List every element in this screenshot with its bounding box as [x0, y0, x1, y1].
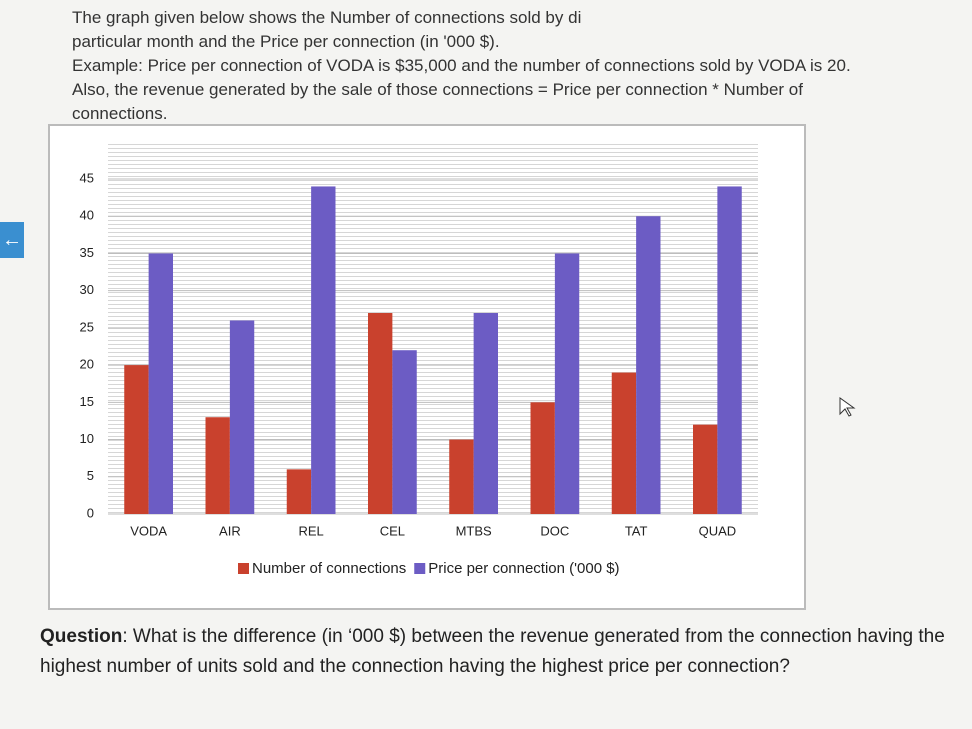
bar	[392, 350, 417, 514]
chart: 0 5 10 15 20 25 30 35 40 45 VODA AIR REL CEL MTBS DOC TA…	[48, 124, 806, 610]
x-tick-label: TAT	[625, 523, 648, 538]
intro: The graph given below shows the Number o…	[72, 6, 952, 126]
x-tick-label: AIR	[219, 523, 241, 538]
intro-line: Example: Price per connection of VODA is…	[72, 56, 851, 75]
bar	[148, 253, 173, 514]
bar	[229, 320, 255, 514]
x-tick-label: DOC	[540, 523, 569, 538]
x-tick-label: MTBS	[456, 523, 492, 538]
bar	[693, 424, 718, 514]
y-tick-label: 20	[80, 357, 94, 372]
bar	[368, 313, 393, 514]
y-tick-label: 40	[80, 208, 94, 223]
intro-line: connections.	[72, 104, 168, 123]
intro-line: The graph given below shows the Number o…	[72, 8, 582, 27]
y-tick-label: 35	[80, 245, 94, 260]
bar	[311, 186, 336, 514]
bar	[611, 372, 637, 514]
legend-label: Price per connection ('000 $)	[428, 560, 619, 577]
mouse-cursor	[839, 397, 856, 417]
x-tick-label: VODA	[130, 523, 167, 538]
x-tick-label: QUAD	[699, 523, 737, 538]
bar	[449, 439, 474, 514]
y-tick-label: 5	[87, 468, 94, 483]
bar	[636, 216, 661, 514]
y-tick-label: 25	[80, 319, 94, 334]
bar	[717, 186, 742, 514]
x-tick-label: REL	[298, 523, 323, 538]
question: Question: What is the difference (in ‘00…	[40, 622, 965, 682]
y-tick-label: 30	[80, 282, 94, 297]
y-tick-label: 10	[80, 431, 94, 446]
bar	[205, 417, 230, 514]
question-text: : What is the difference (in ‘000 $) bet…	[40, 626, 945, 677]
legend-swatch	[414, 563, 426, 574]
y-tick-label: 45	[80, 170, 94, 185]
bar	[554, 253, 580, 514]
bar	[473, 313, 498, 514]
back-button[interactable]: ←	[0, 222, 24, 258]
legend-label: Number of connections	[252, 560, 406, 577]
intro-line: Also, the revenue generated by the sale …	[72, 80, 803, 99]
intro-line: particular month and the Price per conne…	[72, 32, 500, 51]
y-tick-label: 15	[80, 394, 94, 409]
y-tick-label: 0	[87, 505, 94, 520]
question-label: Question	[40, 626, 123, 647]
legend-swatch	[238, 563, 249, 574]
bar	[124, 365, 149, 514]
bar	[530, 402, 555, 514]
x-tick-label: CEL	[380, 523, 405, 538]
bar	[286, 469, 312, 514]
